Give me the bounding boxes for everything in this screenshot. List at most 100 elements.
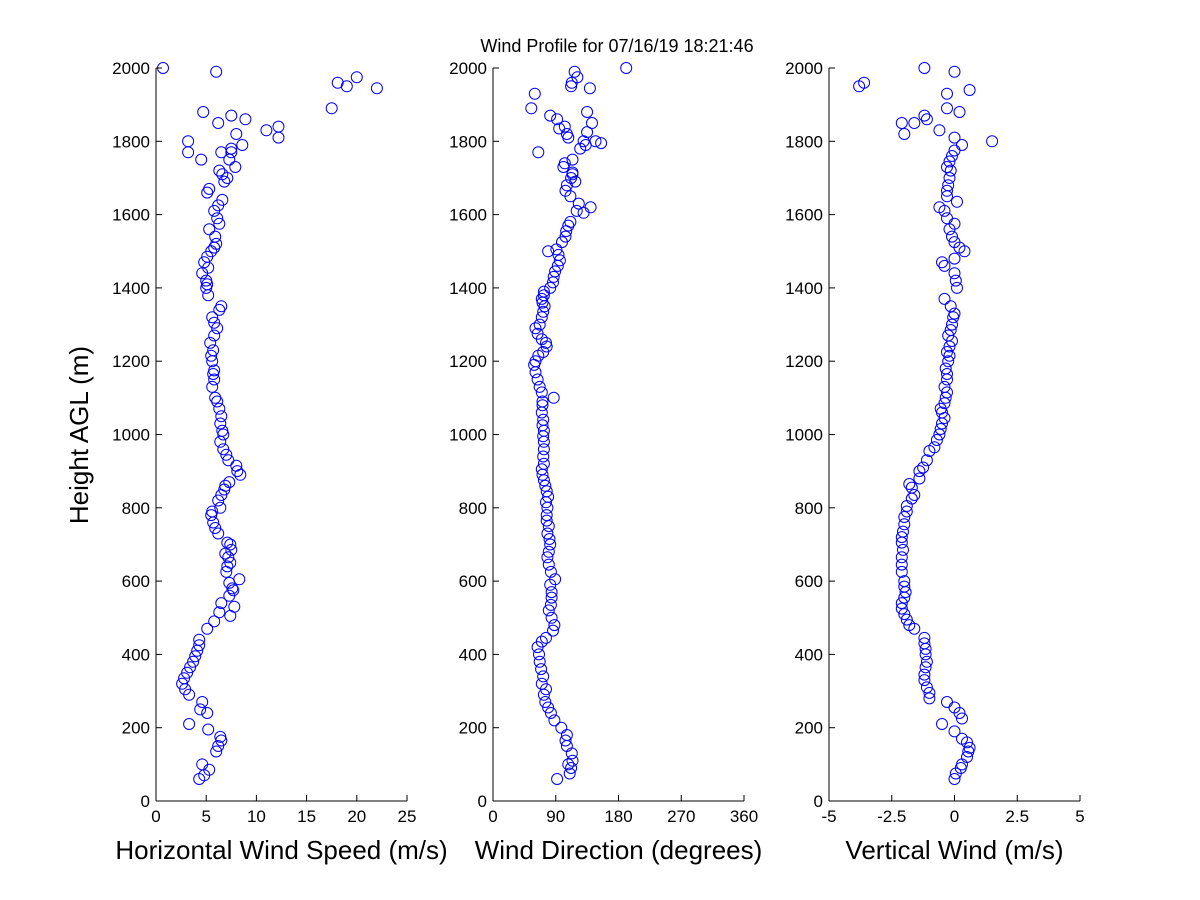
data-point [936, 256, 948, 269]
data-point [963, 741, 976, 754]
data-point [903, 478, 916, 490]
data-point [542, 490, 555, 503]
data-point [225, 543, 238, 556]
data-point [549, 265, 562, 278]
data-point [895, 531, 908, 544]
data-point [211, 322, 224, 335]
data-point [181, 666, 194, 679]
data-point [920, 681, 933, 694]
data-point [203, 223, 216, 236]
data-point [224, 556, 237, 569]
data-point [548, 714, 561, 727]
x-axis-label-direction: Wind Direction (degrees) [475, 835, 763, 865]
data-point [956, 758, 968, 771]
data-point [197, 106, 210, 118]
y-axis-label: Height AGL (m) [64, 346, 94, 524]
data-point [214, 730, 227, 743]
data-point [547, 391, 560, 404]
data-point [535, 386, 548, 399]
y-tick-label: 1400 [112, 279, 150, 298]
data-point [540, 336, 552, 349]
data-point [231, 465, 244, 478]
data-point [189, 650, 202, 663]
data-point [577, 206, 590, 219]
x-tick-label: 10 [247, 807, 266, 826]
data-point [558, 120, 571, 133]
data-point [938, 259, 951, 272]
data-point [559, 230, 572, 243]
data-point [918, 109, 931, 122]
data-point [545, 611, 558, 624]
data-point [946, 230, 958, 243]
data-point [533, 380, 546, 393]
y-tick-label: 1600 [112, 206, 150, 225]
data-point [895, 597, 908, 610]
data-point [533, 655, 546, 668]
data-point [222, 551, 235, 564]
data-point [941, 368, 953, 380]
x-tick-label: 0 [488, 807, 497, 826]
data-point [542, 245, 555, 258]
data-point [948, 236, 961, 249]
data-point [553, 122, 566, 135]
data-point [212, 740, 225, 752]
data-point [529, 366, 542, 379]
data-point [201, 278, 214, 291]
data-point [586, 117, 598, 129]
data-point [272, 120, 285, 133]
data-point [211, 212, 224, 225]
data-point [595, 137, 608, 150]
data-point [584, 201, 597, 214]
y-tick-label: 1400 [785, 279, 823, 298]
data-point [942, 355, 955, 368]
x-tick-label: -2.5 [877, 807, 906, 826]
data-point [948, 267, 961, 280]
data-point [212, 527, 225, 540]
data-point [222, 454, 235, 467]
data-point [531, 373, 544, 386]
x-tick-label: 2.5 [1005, 807, 1029, 826]
data-point [541, 551, 554, 564]
data-point [214, 435, 227, 448]
data-point [941, 161, 953, 173]
data-point [536, 395, 549, 408]
y-tick-label: 1800 [449, 132, 487, 151]
data-point [213, 402, 226, 415]
data-point [215, 300, 228, 313]
y-tick-label: 2000 [785, 59, 823, 78]
data-point [350, 71, 363, 84]
data-point [182, 135, 195, 148]
y-tick-label: 0 [141, 792, 150, 811]
data-point [923, 686, 936, 699]
data-point [212, 117, 225, 129]
data-point [943, 155, 956, 168]
data-point [216, 168, 229, 181]
y-tick-label: 800 [795, 499, 823, 518]
data-point [218, 175, 231, 188]
data-point [566, 754, 579, 767]
data-point [540, 509, 553, 522]
data-point [589, 135, 602, 148]
data-point [918, 62, 931, 74]
data-point [201, 622, 214, 635]
data-point [537, 450, 550, 463]
data-point [941, 87, 953, 100]
data-point [539, 696, 552, 708]
data-point [221, 560, 234, 573]
data-point [213, 217, 226, 230]
data-point [956, 732, 968, 745]
y-tick-label: 800 [122, 499, 150, 518]
y-tick-label: 200 [459, 719, 487, 738]
y-tick-label: 1600 [785, 206, 823, 225]
data-point [217, 428, 230, 441]
data-point [559, 184, 572, 197]
data-point [537, 457, 550, 470]
data-point [210, 745, 223, 758]
data-point [227, 584, 240, 597]
data-point [213, 606, 226, 619]
subplot-speed: 0 200 400 600 800 1000 1200 1400 1600 1800 2000 0 5 1… [112, 59, 448, 865]
x-tick-label: 90 [546, 807, 565, 826]
data-point [897, 525, 909, 538]
data-point [206, 380, 219, 393]
